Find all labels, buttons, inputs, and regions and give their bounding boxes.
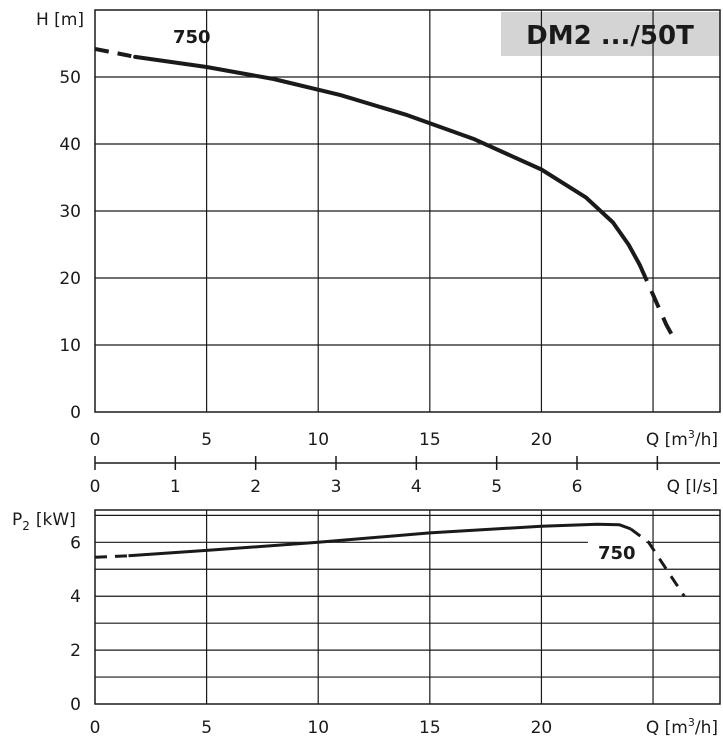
- power-curve-750: [128, 522, 632, 558]
- power-curve-750-dashed-start: [94, 554, 129, 559]
- head-y-axis-label: H [m]: [36, 10, 84, 30]
- power-series-label-backdrop: [588, 538, 646, 564]
- chart-title: DM2 .../50T: [526, 21, 694, 51]
- power-grid: [94, 509, 721, 705]
- flow-lps-tick-label: 0: [90, 477, 101, 497]
- head-y-tick-label: 10: [59, 336, 81, 356]
- power-x-tick-label: 0: [90, 718, 101, 737]
- head-x-tick-label: 10: [307, 430, 329, 450]
- power-x-tick-label: 15: [419, 718, 441, 737]
- power-x-tick-label: 5: [201, 718, 212, 737]
- power-curves: [94, 522, 686, 598]
- flow-lps-tick-label: 3: [331, 477, 342, 497]
- flow-lps-axis: 0 1 2 3 4 5 6: [90, 456, 720, 497]
- head-y-tick-label: 50: [59, 68, 81, 88]
- power-plot-frame: [94, 509, 721, 705]
- title-box: [501, 12, 720, 56]
- flow-lps-tick-label: 1: [170, 477, 181, 497]
- power-x-tick-label: 20: [531, 718, 553, 737]
- power-x-tick-label: 10: [307, 718, 329, 737]
- head-x-tick-label: 5: [201, 430, 212, 450]
- power-y-axis-label: P2 [kW]: [12, 510, 76, 533]
- head-grid: [94, 9, 721, 413]
- head-curve-750-dashed-start: [94, 46, 136, 59]
- head-curve-750-dashed-end: [637, 263, 675, 338]
- flow-lps-tick-label: 4: [411, 477, 422, 497]
- head-series-label-750: 750: [173, 27, 211, 48]
- head-x-axis-label: Q [m3/h]: [646, 428, 718, 450]
- head-y-tick-label: 40: [59, 135, 81, 155]
- power-y-tick-label: 2: [70, 641, 81, 661]
- power-y-tick-label: 4: [70, 587, 81, 607]
- head-x-tick-label: 15: [419, 430, 441, 450]
- flow-lps-axis-label: Q [l/s]: [667, 477, 718, 497]
- power-curve-750-dashed-end: [629, 527, 686, 598]
- head-curves: [94, 46, 675, 338]
- head-curve-750: [133, 54, 642, 267]
- power-series-label-750: 750: [598, 543, 636, 564]
- flow-lps-tick-label: 5: [491, 477, 502, 497]
- head-y-tick-label: 20: [59, 269, 81, 289]
- head-y-tick-labels: 0 10 20 30 40 50: [59, 68, 81, 423]
- head-y-tick-label: 30: [59, 202, 81, 222]
- power-y-tick-label: 0: [70, 695, 81, 715]
- head-x-tick-label: 20: [531, 430, 553, 450]
- head-x-tick-label: 0: [90, 430, 101, 450]
- flow-lps-tick-label: 6: [572, 477, 583, 497]
- head-x-tick-labels: 0 5 10 15 20: [90, 430, 553, 450]
- power-x-axis-label: Q [m3/h]: [646, 716, 718, 737]
- head-y-tick-label: 0: [70, 403, 81, 423]
- flow-lps-tick-label: 2: [250, 477, 261, 497]
- power-x-tick-labels: 0 5 10 15 20: [90, 718, 553, 737]
- power-y-tick-labels: 0 2 4 6: [70, 533, 81, 715]
- power-y-tick-label: 6: [70, 533, 81, 553]
